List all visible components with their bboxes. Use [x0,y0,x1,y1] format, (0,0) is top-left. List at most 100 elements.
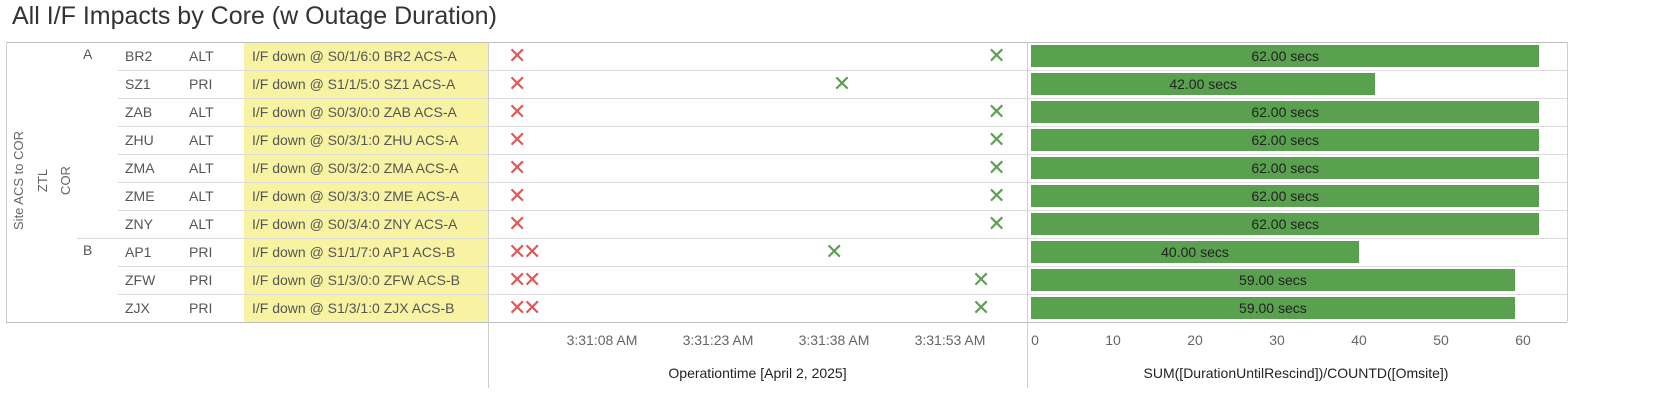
row-divider [6,42,1567,43]
row-header-label: COR [57,165,73,195]
duration-label: 62.00 secs [1251,160,1320,176]
interface-down-mark: ✕ [508,267,527,292]
role-code: PRI [189,76,213,92]
event-label: I/F down @ S0/1/6:0 BR2 ACS-A [252,48,457,64]
duration-label: 62.00 secs [1251,188,1320,204]
row-header-label: ZTL [34,168,50,192]
interface-down-mark: ✕ [523,267,542,292]
interface-up-mark: ✕ [987,211,1006,236]
row-divider [118,98,1567,99]
role-code: PRI [189,300,213,316]
event-label: I/F down @ S0/3/0:0 ZAB ACS-A [252,104,457,120]
page-title: All I/F Impacts by Core (w Outage Durati… [12,2,497,30]
duration-label: 62.00 secs [1251,104,1320,120]
event-label: I/F down @ S0/3/4:0 ZNY ACS-A [252,216,458,232]
duration-tick-label: 40 [1351,332,1367,348]
row-divider [118,70,1567,71]
duration-bar [1031,73,1376,95]
row-divider [118,154,1567,155]
site-code: ZAB [125,104,153,120]
event-label: I/F down @ S0/3/3:0 ZME ACS-A [252,188,460,204]
site-code: ZJX [125,300,150,316]
duration-label: 59.00 secs [1239,272,1307,288]
duration-tick-label: 0 [1031,332,1039,348]
event-label: I/F down @ S1/3/1:0 ZJX ACS-B [252,300,455,316]
duration-bar [1031,241,1359,263]
role-code: PRI [189,272,213,288]
role-code: ALT [189,48,214,64]
duration-label: 62.00 secs [1251,216,1320,232]
interface-down-mark: ✕ [508,155,527,180]
duration-label: 42.00 secs [1169,76,1238,92]
site-code: SZ1 [125,76,151,92]
interface-up-mark: ✕ [832,71,852,96]
row-divider [118,210,1567,211]
row-divider [118,126,1567,127]
event-label: I/F down @ S0/3/2:0 ZMA ACS-A [252,160,459,176]
duration-bar [1031,185,1540,207]
duration-bar [1031,213,1540,235]
event-label: I/F down @ S1/1/7:0 AP1 ACS-B [252,244,456,260]
interface-up-mark: ✕ [825,239,844,264]
interface-up-mark: ✕ [987,99,1006,124]
duration-tick-label: 20 [1187,332,1203,348]
interface-down-mark: ✕ [508,211,527,236]
duration-bar [1031,157,1540,179]
site-code: AP1 [125,244,152,260]
interface-down-mark: ✕ [508,239,527,264]
row-header-label: Site ACS to COR [10,130,26,230]
row-divider [77,238,1567,239]
event-label: I/F down @ S1/1/5:0 SZ1 ACS-A [252,76,456,92]
site-code: ZFW [125,272,156,288]
interface-up-mark: ✕ [987,43,1006,68]
interface-up-mark: ✕ [987,183,1006,208]
interface-down-mark: ✕ [508,295,527,320]
column-divider [1027,42,1028,388]
duration-bar [1031,129,1540,151]
site-code: ZNY [125,216,153,232]
duration-tick-label: 50 [1433,332,1449,348]
role-code: ALT [189,160,214,176]
column-divider [1567,42,1568,322]
column-divider [488,42,489,388]
interface-up-mark: ✕ [987,127,1006,152]
duration-bar [1031,297,1515,319]
duration-label: 62.00 secs [1251,48,1320,64]
row-divider [118,294,1567,295]
row-divider [6,322,1567,323]
site-code: ZMA [125,160,155,176]
timeline-tick-label: 3:31:23 AM [682,332,754,348]
duration-label: 62.00 secs [1251,132,1320,148]
row-divider [118,266,1567,267]
interface-down-mark: ✕ [508,127,527,152]
timeline-tick-label: 3:31:08 AM [566,332,638,348]
role-code: PRI [189,244,213,260]
interface-up-mark: ✕ [971,295,991,320]
duration-bar [1031,101,1540,123]
role-code: ALT [189,188,214,204]
group-label: A [83,46,93,62]
interface-down-mark: ✕ [508,99,527,124]
duration-label: 40.00 secs [1161,244,1229,260]
event-label: I/F down @ S1/3/0:0 ZFW ACS-B [252,272,460,288]
interface-up-mark: ✕ [987,155,1006,180]
interface-down-mark: ✕ [508,43,527,68]
interface-down-mark: ✕ [508,183,527,208]
site-code: ZME [125,188,155,204]
duration-axis-title: SUM([DurationUntilRescind])/COUNTD([Omsi… [1143,365,1449,381]
role-code: ALT [189,104,214,120]
site-code: ZHU [125,132,154,148]
row-divider [118,182,1567,183]
duration-bar [1031,269,1515,291]
timeline-axis-title: Operationtime [April 2, 2025] [668,365,847,381]
duration-bar [1031,45,1540,67]
column-divider [6,42,7,322]
interface-down-mark: ✕ [523,295,542,320]
group-label: B [83,242,93,258]
role-code: ALT [189,132,214,148]
interface-down-mark: ✕ [508,71,527,96]
interface-down-mark: ✕ [523,239,542,264]
timeline-tick-label: 3:31:53 AM [914,332,986,348]
duration-tick-label: 10 [1105,332,1121,348]
duration-tick-label: 30 [1269,332,1285,348]
